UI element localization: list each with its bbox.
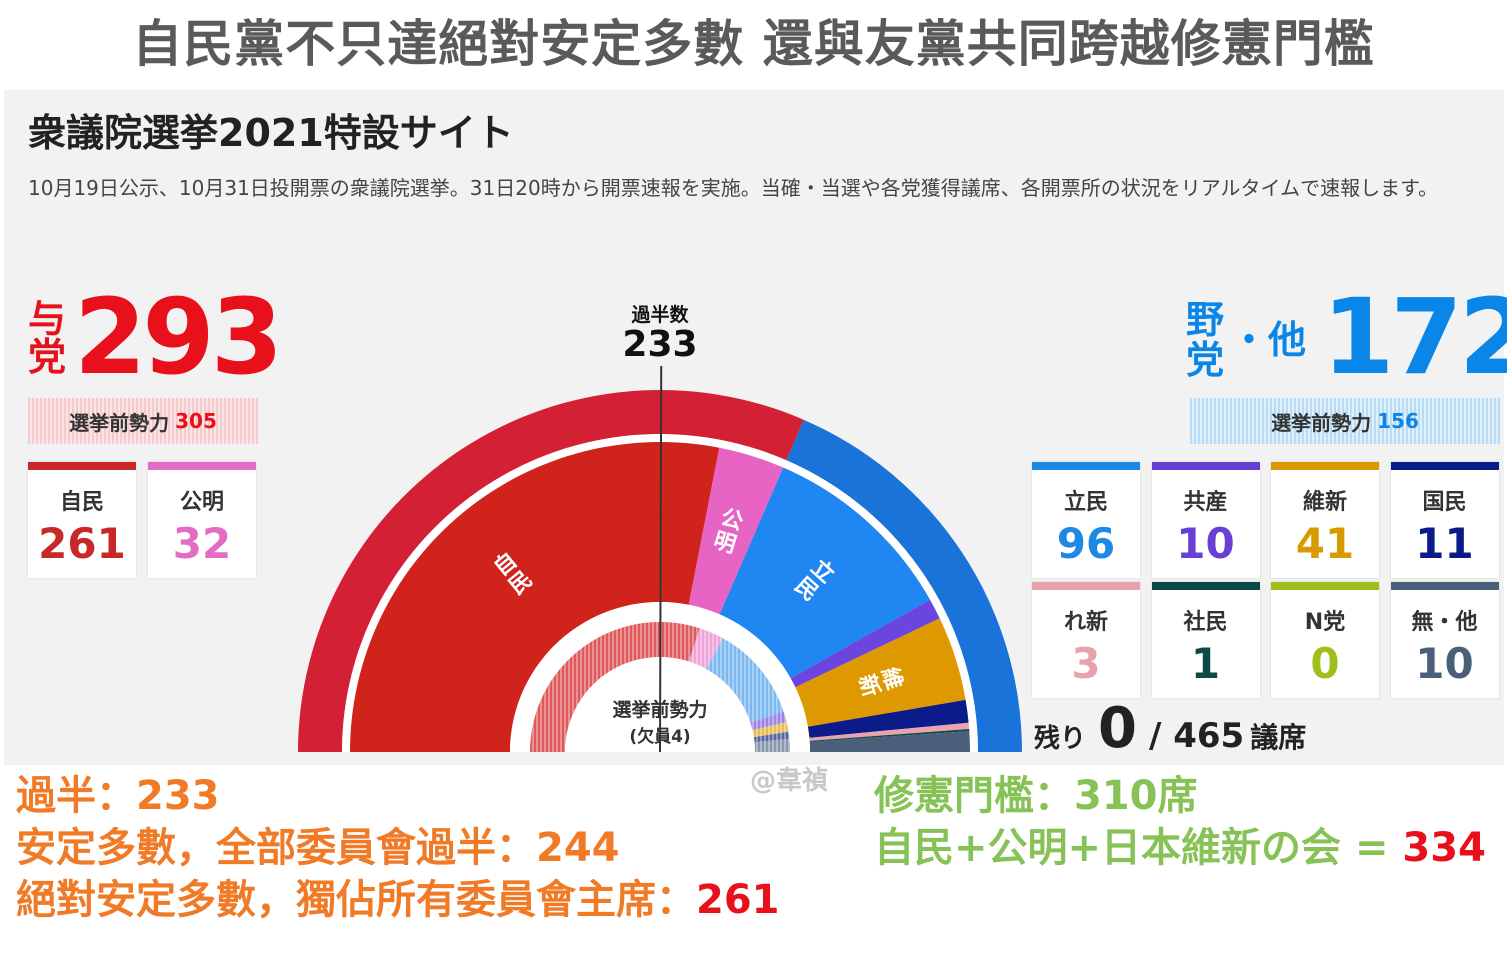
- election-panel: 衆議院選挙2021特設サイト 10月19日公示、10月31日投開票の衆議院選挙。…: [4, 90, 1507, 765]
- party-card[interactable]: 無・他 10: [1390, 582, 1499, 698]
- ruling-label: 与党: [28, 297, 67, 379]
- party-seats: 3: [1071, 639, 1101, 688]
- majority-marker: 過半数 233: [604, 300, 716, 363]
- party-name: 立民: [1063, 490, 1108, 515]
- pre-election-stripes: [530, 622, 790, 752]
- party-name: N党: [1304, 610, 1346, 635]
- party-seats: 1: [1190, 639, 1221, 688]
- opposition-pre-value: 156: [1377, 409, 1419, 433]
- outer-ring-segment[interactable]: [298, 389, 804, 752]
- party-card[interactable]: 立民 96: [1032, 462, 1140, 578]
- party-name: 無・他: [1411, 610, 1478, 635]
- party-card[interactable]: 共産 10: [1151, 462, 1260, 578]
- remaining-total: / 465: [1148, 716, 1245, 756]
- opposition-count: 172: [1322, 276, 1507, 398]
- note-stable-majority: 安定多數，全部委員會過半：244: [16, 822, 620, 874]
- party-arc-segment[interactable]: [809, 731, 970, 752]
- party-name: れ新: [1063, 610, 1108, 635]
- note-coalition-value: 334: [1402, 825, 1486, 871]
- party-card[interactable]: 自民 261: [28, 462, 136, 578]
- note-absolute-value: 261: [696, 877, 780, 923]
- majority-value: 233: [622, 324, 698, 365]
- party-name: 共産: [1183, 490, 1228, 515]
- note-absolute-majority: 絕對安定多數，獨佔所有委員會主席：261: [16, 874, 780, 926]
- party-arc-segment[interactable]: [809, 722, 970, 741]
- remaining-unit: 議席: [1250, 721, 1307, 754]
- party-arc-segment[interactable]: [688, 447, 784, 615]
- headline: 自民黨不只達絕對安定多數 還與友黨共同跨越修憲門檻: [132, 15, 1375, 73]
- party-seats: 261: [38, 519, 126, 568]
- party-seats: 0: [1310, 639, 1340, 688]
- party-name: 自民: [59, 490, 104, 515]
- note-stable-text: 安定多數，全部委員會過半：244: [16, 825, 620, 871]
- opposition-pre-label: 選挙前勢力: [1271, 410, 1372, 435]
- note-absolute-text: 絕對安定多數，獨佔所有委員會主席：: [16, 877, 696, 923]
- party-card[interactable]: 公明 32: [148, 462, 256, 578]
- party-name: 維新: [1302, 490, 1347, 515]
- opposition-pre-election: 選挙前勢力 156: [1190, 398, 1500, 444]
- ruling-pre-election: 選挙前勢力 305: [28, 398, 258, 444]
- note-coalition-text: 自民+公明+日本維新の会 =: [874, 825, 1403, 871]
- party-card[interactable]: N党 0: [1271, 582, 1379, 698]
- party-arc-segment[interactable]: [807, 699, 969, 738]
- ruling-count: 293: [74, 276, 283, 398]
- watermark: @韋禎: [750, 766, 829, 796]
- party-arc-segment[interactable]: [790, 599, 940, 688]
- note-coalition-total: 自民+公明+日本維新の会 = 334: [874, 822, 1486, 874]
- remaining-label: 残り: [1034, 724, 1087, 754]
- ruling-pre-value: 305: [175, 409, 217, 433]
- party-seats: 32: [172, 519, 232, 568]
- remaining-seats: 残り 0 / 465 議席: [1034, 696, 1306, 761]
- party-card[interactable]: れ新 3: [1032, 582, 1140, 698]
- opposition-label-main: 野党: [1186, 298, 1225, 382]
- party-seats: 10: [1415, 639, 1474, 688]
- outer-ring-segment[interactable]: [786, 419, 1022, 752]
- party-arc-segment[interactable]: [719, 467, 931, 679]
- party-arc-segment[interactable]: [809, 728, 970, 742]
- party-name: 国民: [1422, 490, 1467, 515]
- party-arc-segment[interactable]: [795, 618, 966, 727]
- party-card[interactable]: 社民 1: [1151, 582, 1260, 698]
- party-seats: 11: [1415, 519, 1474, 568]
- party-card[interactable]: 国民 11: [1390, 462, 1499, 578]
- party-seats: 10: [1176, 519, 1235, 568]
- majority-label: 過半数: [631, 304, 689, 326]
- party-card[interactable]: 維新 41: [1271, 462, 1379, 578]
- party-name: 社民: [1183, 610, 1228, 635]
- note-amendment-threshold: 修憲門檻：310席: [874, 770, 1198, 822]
- note-majority-text: 過半：233: [16, 773, 220, 819]
- ruling-pre-label: 選挙前勢力: [69, 410, 170, 435]
- party-name: 公明: [179, 490, 224, 515]
- majority-line: [659, 365, 663, 753]
- remaining-value: 0: [1098, 696, 1137, 761]
- party-arc-segment[interactable]: [350, 442, 720, 752]
- opposition-label-other: ・他: [1230, 318, 1307, 362]
- opposition-label: 野党 ・他: [1186, 300, 1306, 380]
- note-amendment-text: 修憲門檻：310席: [874, 773, 1198, 819]
- site-title[interactable]: 衆議院選挙2021特設サイト: [28, 111, 514, 155]
- note-majority: 過半：233: [16, 770, 220, 822]
- party-seats: 96: [1056, 519, 1116, 568]
- inner-gap: [510, 602, 810, 752]
- site-description: 10月19日公示、10月31日投開票の衆議院選挙。31日20時から開票速報を実施…: [28, 176, 1439, 200]
- party-seats: 41: [1295, 519, 1355, 568]
